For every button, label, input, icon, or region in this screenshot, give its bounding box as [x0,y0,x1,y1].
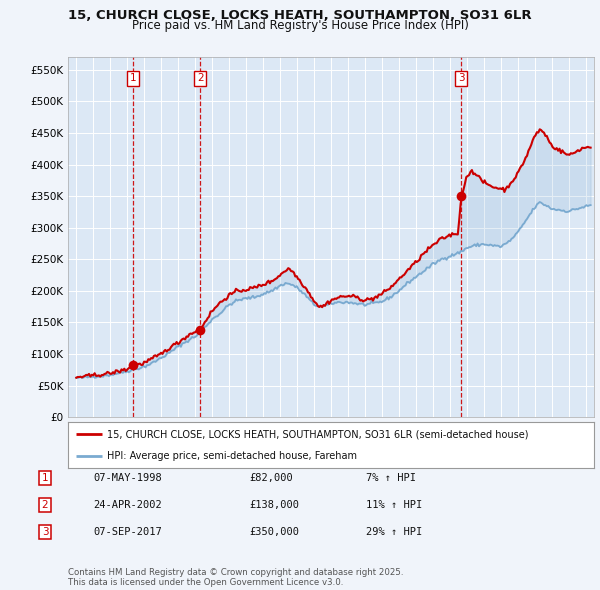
Text: 2: 2 [197,73,203,83]
Text: Price paid vs. HM Land Registry's House Price Index (HPI): Price paid vs. HM Land Registry's House … [131,19,469,32]
Text: 07-SEP-2017: 07-SEP-2017 [93,527,162,537]
Text: 29% ↑ HPI: 29% ↑ HPI [366,527,422,537]
Text: Contains HM Land Registry data © Crown copyright and database right 2025.
This d: Contains HM Land Registry data © Crown c… [68,568,403,587]
Text: 11% ↑ HPI: 11% ↑ HPI [366,500,422,510]
Text: 3: 3 [458,73,464,83]
Text: £138,000: £138,000 [249,500,299,510]
Text: £82,000: £82,000 [249,473,293,483]
Text: 07-MAY-1998: 07-MAY-1998 [93,473,162,483]
Text: 24-APR-2002: 24-APR-2002 [93,500,162,510]
Text: 1: 1 [130,73,136,83]
Text: HPI: Average price, semi-detached house, Fareham: HPI: Average price, semi-detached house,… [107,451,357,461]
Text: 7% ↑ HPI: 7% ↑ HPI [366,473,416,483]
Text: 1: 1 [41,473,49,483]
Text: 3: 3 [41,527,49,537]
Text: 2: 2 [41,500,49,510]
Text: £350,000: £350,000 [249,527,299,537]
Text: 15, CHURCH CLOSE, LOCKS HEATH, SOUTHAMPTON, SO31 6LR (semi-detached house): 15, CHURCH CLOSE, LOCKS HEATH, SOUTHAMPT… [107,430,529,440]
Text: 15, CHURCH CLOSE, LOCKS HEATH, SOUTHAMPTON, SO31 6LR: 15, CHURCH CLOSE, LOCKS HEATH, SOUTHAMPT… [68,9,532,22]
